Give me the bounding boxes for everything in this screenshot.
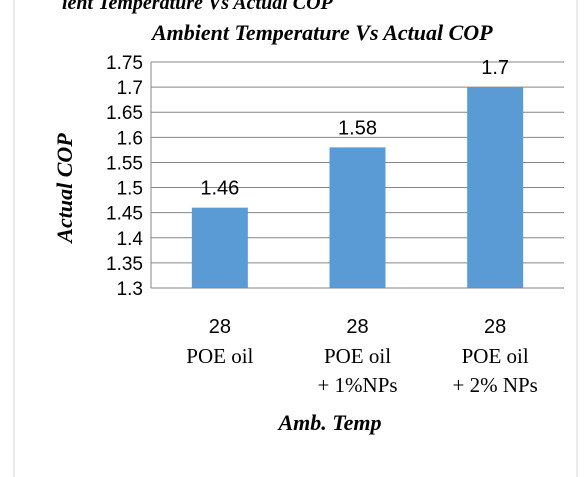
y-tick-label: 1.45 (106, 204, 143, 225)
y-axis-label: Actual COP (52, 133, 77, 245)
bar (329, 147, 386, 288)
y-tick-label: 1.6 (117, 128, 143, 149)
x-category-line: POE oil (462, 344, 529, 368)
y-tick-label: 1.55 (106, 153, 143, 174)
x-category-temp: 28 (209, 316, 231, 338)
bar (467, 87, 524, 288)
y-tick-label: 1.7 (117, 78, 143, 99)
bar (191, 207, 248, 288)
x-category-line: + 1%NPs (317, 373, 397, 397)
x-category-temp: 28 (346, 316, 368, 338)
x-category-temp: 28 (484, 316, 506, 338)
data-labels: 1.46 1.58 1.7 (200, 57, 509, 200)
chart-title: Ambient Temperature Vs Actual COP (150, 20, 493, 45)
x-category-labels: 28 POE oil 28 POE oil + 1%NPs 28 POE oil + 2% N… (186, 316, 538, 397)
x-category-line: POE oil (324, 344, 391, 368)
data-label: 1.7 (481, 57, 509, 79)
y-tick-label: 1.75 (106, 53, 143, 74)
y-tick-label: 1.65 (106, 103, 143, 124)
x-category-line: + 2% NPs (452, 373, 537, 397)
y-tick-label: 1.5 (117, 179, 143, 200)
y-tick-labels: 1.3 1.35 1.4 1.45 1.5 1.55 1.6 1.65 1.7 1.75 (106, 53, 143, 300)
cropped-header-text: ient Temperature Vs Actual COP (62, 0, 334, 14)
x-category-line: POE oil (186, 344, 253, 368)
data-label: 1.58 (338, 117, 377, 139)
y-tick-label: 1.35 (106, 254, 143, 275)
y-tick-label: 1.4 (117, 229, 144, 250)
y-tick-label: 1.3 (117, 279, 143, 300)
bars (191, 87, 524, 288)
x-axis-label: Amb. Temp (276, 410, 381, 435)
data-label: 1.46 (200, 178, 239, 200)
